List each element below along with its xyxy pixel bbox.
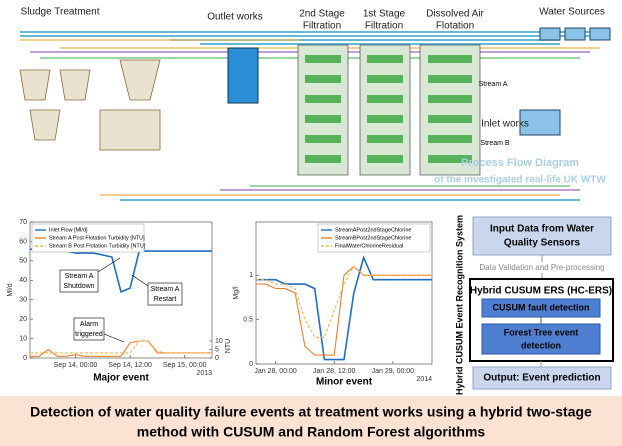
y-tick-label: 10 <box>19 335 27 342</box>
legend-label: Stream B Post Flotation Turbidity [NTU] <box>49 243 146 249</box>
diagram-label: Filtration <box>365 21 403 32</box>
y2-tick-label: 10 <box>215 338 223 345</box>
flow-box <box>481 323 601 355</box>
legend-label: Stream A Post Flotation Turbidity [NTU] <box>49 235 145 241</box>
process-diagram: Sludge Treatment Outlet works 2nd Stage … <box>8 7 614 201</box>
outlet-tank <box>227 47 259 104</box>
x-tick-label: Sep 14, 00:00 <box>54 362 98 369</box>
diagram-label: Inlet works <box>481 119 529 130</box>
y-tick-label: 50 <box>19 258 27 265</box>
annotation: Alarm <box>80 321 98 328</box>
annotation-box <box>147 282 183 306</box>
y-tick-label: 60 <box>19 238 27 245</box>
y-tick-label: 0.5 <box>243 316 253 323</box>
footer-title: Detection of water quality failure event… <box>30 404 592 420</box>
x-year: 2013 <box>196 370 212 377</box>
y-tick-label: 30 <box>19 297 27 304</box>
chart-caption: Minor event <box>316 377 373 388</box>
legend-box <box>31 223 145 253</box>
flow-box <box>472 366 612 390</box>
diagram-label: 1st Stage <box>363 9 406 20</box>
flow-text: Data Validation and Pre-processing <box>479 263 604 272</box>
diagram-caption: of the investigated real-life UK WTW <box>434 175 606 186</box>
diagram-label: 2nd Stage <box>299 9 345 20</box>
diagram-label: Stream B <box>480 140 510 147</box>
diagram-label: Flotation <box>436 21 474 32</box>
legend-label: FinalWaterChlorineResidual <box>335 243 403 249</box>
y-axis-label: Mg/l <box>233 286 240 300</box>
y-tick-label: 40 <box>19 277 27 284</box>
y2-tick-label: 0 <box>215 355 219 362</box>
x-tick-label: Sep 15, 00:00 <box>163 362 207 369</box>
y-tick-label: 1 <box>249 272 253 279</box>
flow-text: detection <box>521 340 561 350</box>
legend-label: Inlet Flow [Ml/d] <box>49 227 88 233</box>
flow-text: Input Data from Water <box>490 224 594 235</box>
y2-tick-label: 5 <box>215 346 219 353</box>
x-tick-label: Sep 14, 12:00 <box>108 362 152 369</box>
footer-title: method with CUSUM and Random Forest algo… <box>137 424 486 440</box>
y-tick-label: 20 <box>19 316 27 323</box>
diagram-label: Dissolved Air <box>426 9 484 20</box>
annotation-arrow <box>131 274 149 287</box>
annotation: triggered <box>75 331 103 338</box>
diagram-label: Stream A <box>479 81 508 88</box>
flow-text: Hybrid CUSUM ERS (HC-ERS) <box>470 286 612 297</box>
x-tick-label: Jan 29, 00:00 <box>372 368 415 375</box>
series-line <box>256 265 432 338</box>
legend-box <box>317 223 431 253</box>
annotation: Stream A <box>151 286 180 293</box>
flow-text: Forest Tree event <box>504 327 579 337</box>
flow-text: Output: Event prediction <box>483 373 600 384</box>
legend-label: StreamBPost2ndStageChlorine <box>335 235 411 241</box>
y2-axis-label: NTU <box>225 339 232 353</box>
annotation-box <box>59 269 99 293</box>
pipes <box>20 31 600 201</box>
y-tick-label: 0 <box>23 355 27 362</box>
annotation-box <box>73 317 105 341</box>
annotation: Stream A <box>65 273 94 280</box>
diagram-label: Filtration <box>303 21 341 32</box>
y-tick-label: 70 <box>19 219 27 226</box>
legend-label: StreamAPost2ndStageChlorine <box>335 227 411 233</box>
annotation: Restart <box>154 296 177 303</box>
diagram-label: Sludge Treatment <box>21 7 100 18</box>
diagram-label: Outlet works <box>207 12 263 23</box>
series-line <box>30 340 212 354</box>
y-tick-label: 0 <box>249 361 253 368</box>
flowchart: Hybrid CUSUM Event Recognition System In… <box>454 215 614 395</box>
annotation-arrow <box>103 333 125 343</box>
x-tick-label: Jan 28, 00:00 <box>254 368 297 375</box>
x-tick-label: Jan 28, 12:00 <box>313 368 356 375</box>
flow-text: Quality Sensors <box>504 238 581 249</box>
flow-text: CUSUM fault detection <box>492 302 589 312</box>
y-axis-label: Ml/d <box>7 283 14 296</box>
x-year: 2014 <box>416 376 432 383</box>
annotation: Shutdown <box>63 283 94 290</box>
chart-caption: Major event <box>93 373 149 384</box>
system-label: Hybrid CUSUM Event Recognition System <box>454 215 464 395</box>
footer-bg <box>0 396 622 446</box>
diagram-caption: Process Flow Diagram <box>461 157 579 169</box>
diagram-label: Water Sources <box>539 7 605 18</box>
annotation-arrow <box>97 257 121 273</box>
flow-box <box>472 216 612 256</box>
